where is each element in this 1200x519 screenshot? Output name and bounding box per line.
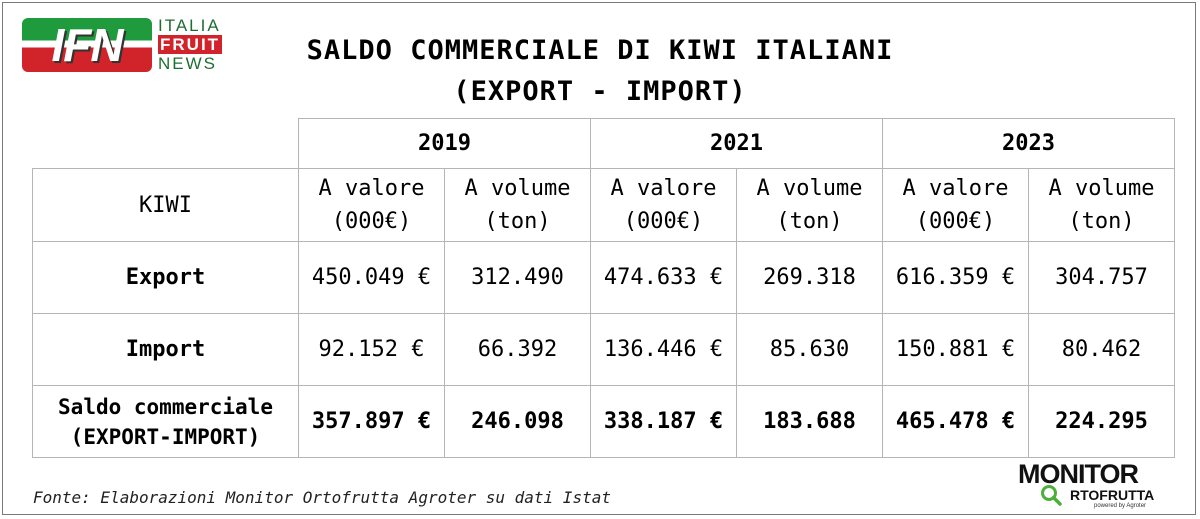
page-title: SALDO COMMERCIALE DI KIWI ITALIANI — [306, 35, 894, 66]
row-label-import: Import — [32, 313, 299, 386]
ifn-badge-letters: IFN — [51, 19, 123, 71]
table-cell: 224.295 — [1028, 385, 1175, 458]
volume-header-2021: A volume (ton) — [736, 168, 883, 242]
table-cell: 80.462 — [1028, 313, 1175, 386]
year-2023-header: 2023 — [882, 118, 1175, 169]
measure-header-row: KIWI A valore (000€) A volume (ton) A valo… — [32, 168, 1175, 242]
empty-corner-cell — [33, 119, 299, 169]
ifn-word-fruit: FRUIT — [158, 35, 223, 54]
table-cell: 338.187 € — [590, 385, 737, 458]
table-row-saldo: Saldo commerciale (EXPORT-IMPORT) 357.897… — [32, 385, 1175, 458]
table-cell: 450.049 € — [298, 241, 445, 314]
table-cell: 269.318 — [736, 241, 883, 314]
ortofrutta-wordmark: RTOFRUTTA — [1070, 487, 1155, 503]
table-cell: 66.392 — [444, 313, 591, 386]
table-cell: 183.688 — [736, 385, 883, 458]
table-cell: 304.757 — [1028, 241, 1175, 314]
monitor-wordmark: MONITOR — [1018, 459, 1139, 489]
ifn-logo: IFN ITALIA FRUIT NEWS — [22, 16, 244, 76]
table-cell: 357.897 € — [298, 385, 445, 458]
ifn-word-italia: ITALIA — [158, 16, 221, 35]
ifn-word-news: NEWS — [158, 54, 217, 73]
table-cell: 85.630 — [736, 313, 883, 386]
table-cell: 474.633 € — [590, 241, 737, 314]
table-cell: 312.490 — [444, 241, 591, 314]
volume-header-2023: A volume (ton) — [1028, 168, 1175, 242]
kiwi-header-cell: KIWI — [32, 168, 299, 242]
valore-header-2021: A valore (000€) — [590, 168, 737, 242]
table-cell: 246.098 — [444, 385, 591, 458]
ifn-badge: IFN — [22, 18, 152, 72]
volume-header-2019: A volume (ton) — [444, 168, 591, 242]
ifn-wordmark: ITALIA FRUIT NEWS — [158, 16, 248, 73]
page-subtitle: (EXPORT - IMPORT) — [453, 76, 747, 107]
valore-header-2023: A valore (000€) — [882, 168, 1029, 242]
table-cell: 136.446 € — [590, 313, 737, 386]
year-header-row: 2019 2021 2023 — [33, 118, 1175, 169]
magnifier-icon — [1041, 485, 1062, 506]
row-label-saldo: Saldo commerciale (EXPORT-IMPORT) — [32, 385, 299, 458]
table-row-import: Import 92.152 € 66.392 136.446 € 85.630 … — [32, 313, 1175, 386]
year-2021-header: 2021 — [590, 118, 883, 169]
source-note: Fonte: Elaborazioni Monitor Ortofrutta A… — [33, 488, 611, 507]
table-cell: 92.152 € — [298, 313, 445, 386]
powered-by-text: powered by Agroter — [1094, 503, 1147, 509]
year-2019-header: 2019 — [298, 118, 591, 169]
valore-header-2019: A valore (000€) — [298, 168, 445, 242]
table-cell: 465.478 € — [882, 385, 1029, 458]
monitor-ortofrutta-logo: MONITOR RTOFRUTTA powered by Agroter — [1018, 460, 1178, 514]
table-cell: 150.881 € — [882, 313, 1029, 386]
trade-balance-table: 2019 2021 2023 KIWI A valore (000€) A vol… — [32, 118, 1175, 458]
table-cell: 616.359 € — [882, 241, 1029, 314]
row-label-export: Export — [32, 241, 299, 314]
table-row-export: Export 450.049 € 312.490 474.633 € 269.3… — [32, 241, 1175, 314]
